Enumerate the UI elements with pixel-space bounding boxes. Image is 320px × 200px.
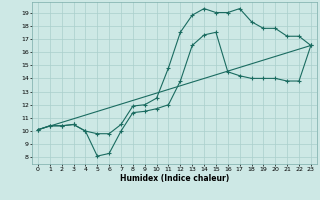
X-axis label: Humidex (Indice chaleur): Humidex (Indice chaleur) [120, 174, 229, 183]
